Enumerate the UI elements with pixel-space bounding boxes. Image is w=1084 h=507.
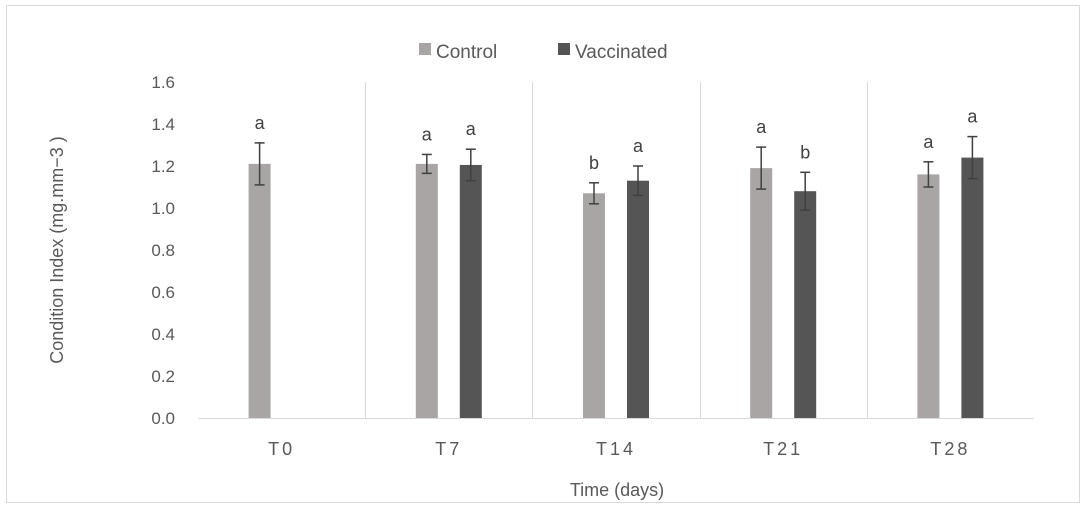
bars: a a a b a a b a a xyxy=(248,107,984,418)
y-axis: 0.0 0.2 0.4 0.6 0.8 1.0 1.2 1.4 1.6 xyxy=(151,73,1034,428)
x-axis: T0 T7 T14 T21 T28 xyxy=(268,439,970,459)
significance-label: a xyxy=(967,107,978,127)
significance-label: a xyxy=(255,113,266,133)
significance-label: a xyxy=(923,132,934,152)
x-tick-label: T14 xyxy=(596,439,636,459)
significance-label: b xyxy=(800,142,810,162)
bar-control-t14 xyxy=(583,193,605,418)
y-tick-label: 0.6 xyxy=(151,283,175,302)
y-tick-label: 0.4 xyxy=(151,325,175,344)
y-axis-title: Condition Index (mg.mm−3 ) xyxy=(47,136,67,364)
y-tick-label: 1.4 xyxy=(151,115,175,134)
x-tick-label: T7 xyxy=(435,439,462,459)
x-tick-label: T21 xyxy=(763,439,803,459)
x-tick-label: T28 xyxy=(930,439,970,459)
bar-vaccinated-t7 xyxy=(459,164,482,418)
chart-frame xyxy=(6,5,1080,503)
bar-vaccinated-t28 xyxy=(961,157,984,418)
y-tick-label: 0.2 xyxy=(151,367,175,386)
significance-label: a xyxy=(422,124,433,144)
x-axis-title: Time (days) xyxy=(570,480,664,500)
y-tick-label: 1.2 xyxy=(151,157,175,176)
legend-swatch-control xyxy=(419,43,431,55)
legend-label-vaccinated: Vaccinated xyxy=(575,42,668,63)
bar-vaccinated-t14 xyxy=(627,180,649,418)
y-tick-label: 1.6 xyxy=(151,73,175,92)
y-tick-label: 0.8 xyxy=(151,241,175,260)
significance-label: a xyxy=(756,117,767,137)
bar-control-t0 xyxy=(248,163,271,418)
significance-label: a xyxy=(633,136,644,156)
legend: Control Vaccinated xyxy=(419,42,668,63)
category-separators xyxy=(365,82,868,418)
bar-vaccinated-t21 xyxy=(794,191,817,418)
bar-control-t28 xyxy=(917,174,940,418)
legend-swatch-vaccinated xyxy=(558,43,570,55)
significance-label: b xyxy=(589,153,599,173)
y-tick-label: 1.0 xyxy=(151,199,175,218)
bar-control-t21 xyxy=(750,168,773,418)
y-tick-label: 0.0 xyxy=(151,409,175,428)
legend-label-control: Control xyxy=(436,42,497,63)
significance-label: a xyxy=(466,119,477,139)
bar-control-t7 xyxy=(415,163,438,418)
x-tick-label: T0 xyxy=(268,439,295,459)
